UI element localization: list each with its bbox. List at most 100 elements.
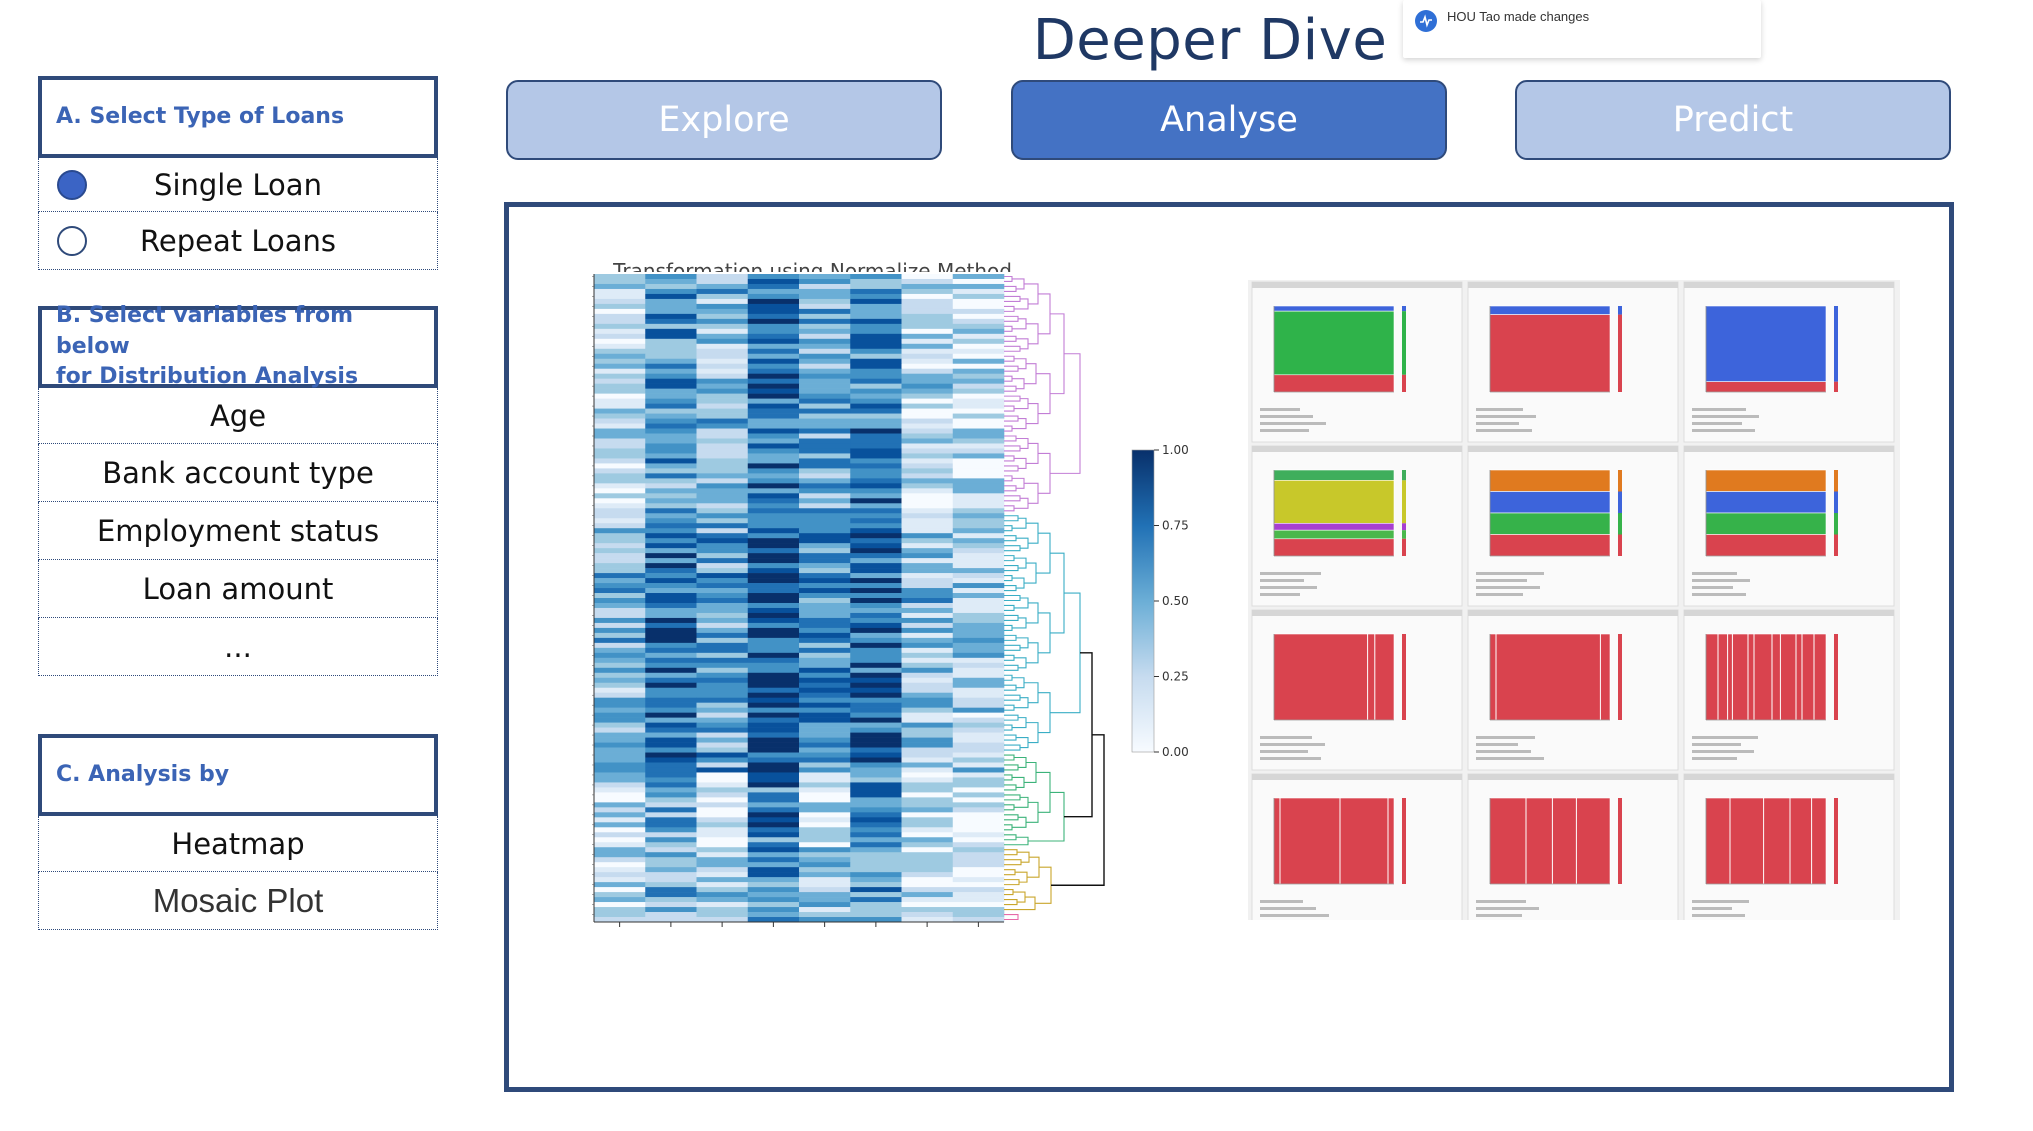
mosaic-stats-line bbox=[1692, 586, 1733, 589]
mosaic-marginal bbox=[1402, 470, 1406, 481]
heatmap-cell bbox=[901, 642, 954, 649]
heatmap-cell bbox=[696, 832, 749, 838]
tab-explore[interactable]: Explore bbox=[506, 80, 942, 160]
heatmap-cell bbox=[645, 767, 697, 773]
heatmap-cell bbox=[799, 283, 851, 290]
heatmap-cell bbox=[747, 533, 800, 539]
heatmap-cell bbox=[901, 558, 954, 564]
heatmap-cell bbox=[645, 298, 697, 305]
heatmap-cell bbox=[952, 677, 1005, 684]
heatmap-cell bbox=[594, 398, 646, 404]
option-repeat-loans[interactable]: Repeat Loans bbox=[38, 212, 438, 270]
heatmap-cell bbox=[594, 503, 646, 509]
heatmap-cell bbox=[594, 637, 646, 644]
heatmap-cell bbox=[594, 274, 646, 280]
heatmap-cell bbox=[645, 687, 697, 694]
heatmap-cell bbox=[645, 418, 697, 424]
heatmap-cell bbox=[645, 807, 697, 813]
heatmap-cell bbox=[799, 343, 851, 350]
colorbar-tick-label: 0.50 bbox=[1162, 594, 1189, 608]
heatmap-cell bbox=[747, 602, 800, 609]
heatmap-cell bbox=[952, 797, 1005, 803]
heatmap-cell bbox=[645, 403, 697, 409]
dendrogram-branch bbox=[1004, 614, 1019, 621]
heatmap-cell bbox=[901, 787, 954, 793]
heatmap-cell bbox=[952, 488, 1005, 494]
tab-analyse[interactable]: Analyse bbox=[1011, 80, 1447, 160]
heatmap-cell bbox=[901, 283, 954, 290]
heatmap-cell bbox=[747, 478, 800, 484]
heatmap-cell bbox=[696, 807, 749, 813]
radio-selected-icon[interactable] bbox=[57, 169, 87, 200]
heatmap-cell bbox=[850, 578, 902, 584]
mosaic-stats-line bbox=[1692, 408, 1746, 411]
heatmap-cell bbox=[799, 563, 851, 569]
heatmap-cell bbox=[696, 413, 749, 419]
heatmap-cell bbox=[952, 318, 1005, 325]
heatmap-cell bbox=[594, 757, 646, 763]
heatmap-cell bbox=[799, 528, 851, 534]
mosaic-stats-line bbox=[1260, 593, 1300, 596]
heatmap-cell bbox=[850, 473, 902, 479]
heatmap-cell bbox=[645, 338, 697, 345]
tab-label: Analyse bbox=[1160, 100, 1298, 140]
heatmap-cell bbox=[696, 463, 749, 469]
dendrogram-branch bbox=[1004, 634, 1017, 641]
heatmap-cell bbox=[645, 822, 697, 828]
heatmap-cell bbox=[594, 393, 646, 399]
heatmap-cell bbox=[594, 418, 646, 424]
heatmap-cell bbox=[901, 857, 954, 863]
heatmap-cell bbox=[645, 787, 697, 793]
notification-toast[interactable]: HOU Tao made changes bbox=[1403, 0, 1761, 58]
heatmap-cell bbox=[594, 662, 646, 669]
heatmap-cell bbox=[747, 667, 800, 674]
variable-more[interactable]: ... bbox=[38, 618, 438, 676]
variable-employment-status[interactable]: Employment status bbox=[38, 502, 438, 560]
heatmap-cell bbox=[799, 857, 851, 863]
heatmap-cell bbox=[747, 283, 800, 290]
heatmap-cell bbox=[747, 902, 800, 908]
heatmap-cell bbox=[850, 428, 902, 434]
option-single-loan[interactable]: Single Loan bbox=[38, 158, 438, 212]
heatmap-cell bbox=[747, 308, 800, 315]
heatmap-cell bbox=[799, 737, 851, 743]
heatmap-cell bbox=[747, 278, 800, 285]
heatmap-cell bbox=[645, 513, 697, 519]
variable-bank-account-type[interactable]: Bank account type bbox=[38, 444, 438, 502]
variable-age[interactable]: Age bbox=[38, 388, 438, 444]
heatmap-cell bbox=[645, 528, 697, 534]
heatmap-cell bbox=[799, 518, 851, 524]
heatmap-cell bbox=[696, 468, 749, 474]
heatmap-cell bbox=[799, 822, 851, 828]
heatmap-cell bbox=[594, 328, 646, 335]
heatmap-cell bbox=[799, 682, 851, 689]
heatmap-cell bbox=[850, 293, 902, 300]
heatmap-cell bbox=[850, 274, 902, 280]
heatmap-cell bbox=[850, 498, 902, 504]
heatmap-cell bbox=[850, 867, 902, 873]
heatmap-cell bbox=[747, 632, 800, 639]
heatmap-cell bbox=[850, 762, 902, 768]
heatmap-cell bbox=[696, 563, 749, 569]
heatmap-cell bbox=[799, 752, 851, 758]
dendrogram-branch bbox=[1004, 654, 1015, 661]
heatmap-cell bbox=[747, 298, 800, 305]
heatmap-cell bbox=[901, 862, 954, 868]
heatmap-cell bbox=[594, 423, 646, 429]
heatmap-cell bbox=[645, 538, 697, 544]
tab-predict[interactable]: Predict bbox=[1515, 80, 1951, 160]
heatmap-cell bbox=[594, 857, 646, 863]
heatmap-cell bbox=[696, 533, 749, 539]
analysis-mosaic-plot[interactable]: Mosaic Plot bbox=[38, 872, 438, 930]
analysis-heatmap[interactable]: Heatmap bbox=[38, 816, 438, 872]
heatmap-cell bbox=[747, 428, 800, 434]
dendrogram-branch bbox=[1004, 505, 1015, 512]
variable-loan-amount[interactable]: Loan amount bbox=[38, 560, 438, 618]
heatmap-cell bbox=[594, 697, 646, 703]
activity-icon bbox=[1415, 10, 1437, 32]
heatmap-cell bbox=[901, 817, 954, 823]
radio-unselected-icon[interactable] bbox=[57, 225, 87, 256]
heatmap-cell bbox=[696, 637, 749, 644]
heatmap-cell bbox=[850, 398, 902, 404]
mosaic-stats-line bbox=[1260, 422, 1326, 425]
